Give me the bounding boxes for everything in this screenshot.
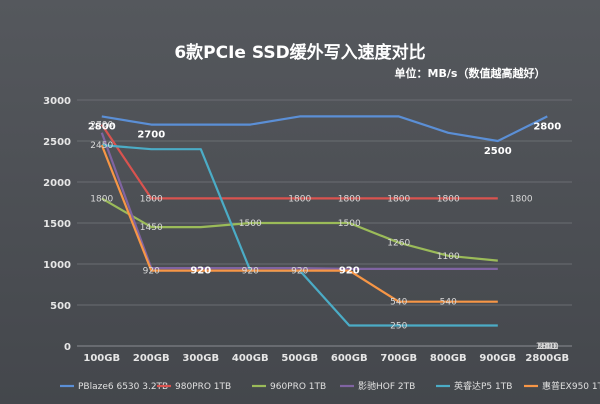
data-label: 1800 xyxy=(90,194,113,204)
data-label: 1800 xyxy=(510,194,533,204)
x-tick-label: 100GB xyxy=(83,353,120,364)
series-line xyxy=(100,132,498,270)
data-label: 2700 xyxy=(90,121,113,131)
data-label: 1100 xyxy=(437,252,460,262)
series-line xyxy=(101,115,548,143)
x-tick-label: 800GB xyxy=(430,353,467,364)
y-tick-label: 1500 xyxy=(43,219,71,230)
x-tick-label: 500GB xyxy=(281,353,318,364)
data-label: 1800 xyxy=(437,194,460,204)
data-label: 2800 xyxy=(88,121,116,132)
data-label: 250 xyxy=(390,322,407,332)
data-label: 540 xyxy=(390,298,407,308)
legend-label: 980PRO 1TB xyxy=(175,382,231,392)
x-tick-label: 600GB xyxy=(331,353,368,364)
data-label: 2800 xyxy=(533,121,561,132)
data-label: 1800 xyxy=(536,342,559,352)
legend-label: PBlaze6 6530 3.2TB xyxy=(78,382,168,392)
x-tick-label: 400GB xyxy=(232,353,269,364)
series-line xyxy=(100,123,498,200)
y-axis-ticks: 0 500 1000 1500 2000 2500 3000 xyxy=(43,96,71,353)
y-tick-label: 500 xyxy=(50,301,71,312)
data-label: 1260 xyxy=(387,239,410,249)
data-label: 920 xyxy=(242,267,259,277)
data-label: 1450 xyxy=(140,223,163,233)
data-label: 1800 xyxy=(288,194,311,204)
y-tick-label: 2500 xyxy=(43,137,71,148)
series-lines xyxy=(100,115,548,327)
x-tick-label: 700GB xyxy=(380,353,417,364)
data-label: 920 xyxy=(339,266,360,277)
x-tick-label: 200GB xyxy=(133,353,170,364)
y-tick-label: 2000 xyxy=(43,178,71,189)
chart-subtitle: 单位：MB/s（数值越高越好） xyxy=(395,66,546,80)
x-axis-ticks: 100GB 200GB 300GB 400GB 500GB 600GB 700GB 800GB… xyxy=(83,353,569,364)
data-label: 920 xyxy=(190,266,211,277)
series-line xyxy=(101,197,498,262)
data-label: 540 xyxy=(539,342,556,352)
data-label: 1041 xyxy=(536,342,559,352)
data-label: 920 xyxy=(143,267,160,277)
legend-label: 英睿达P5 1TB xyxy=(454,380,512,392)
data-label: 540 xyxy=(440,298,457,308)
legend-label: 影驰HOF 2TB xyxy=(358,380,415,392)
data-label: 1800 xyxy=(140,194,163,204)
data-label: 1500 xyxy=(338,219,361,229)
x-tick-label: 900GB xyxy=(479,353,516,364)
y-tick-label: 0 xyxy=(64,342,71,353)
data-label: 250 xyxy=(539,342,556,352)
data-label: 2500 xyxy=(484,146,512,157)
legend: PBlaze6 6530 3.2TB 980PRO 1TB 960PRO 1TB 影驰… xyxy=(60,380,600,392)
data-label: 1800 xyxy=(338,194,361,204)
legend-label: 960PRO 1TB xyxy=(270,382,326,392)
chart-title: 6款PCIe SSD缓外写入速度对比 xyxy=(174,42,425,63)
data-label: 1500 xyxy=(239,219,262,229)
data-label: 2450 xyxy=(90,141,113,151)
series-line xyxy=(101,144,498,327)
legend-label: 惠普EX950 1TB xyxy=(542,380,600,392)
data-label: 940 xyxy=(539,342,556,352)
data-label: 2700 xyxy=(137,130,165,141)
data-label: 1800 xyxy=(387,194,410,204)
y-tick-label: 3000 xyxy=(43,96,71,107)
x-tick-label: 300GB xyxy=(182,353,219,364)
y-tick-label: 1000 xyxy=(43,260,71,271)
gridlines xyxy=(77,99,572,347)
x-tick-label: 2800GB xyxy=(525,353,569,364)
series-line xyxy=(100,144,498,303)
data-label: 920 xyxy=(291,267,308,277)
